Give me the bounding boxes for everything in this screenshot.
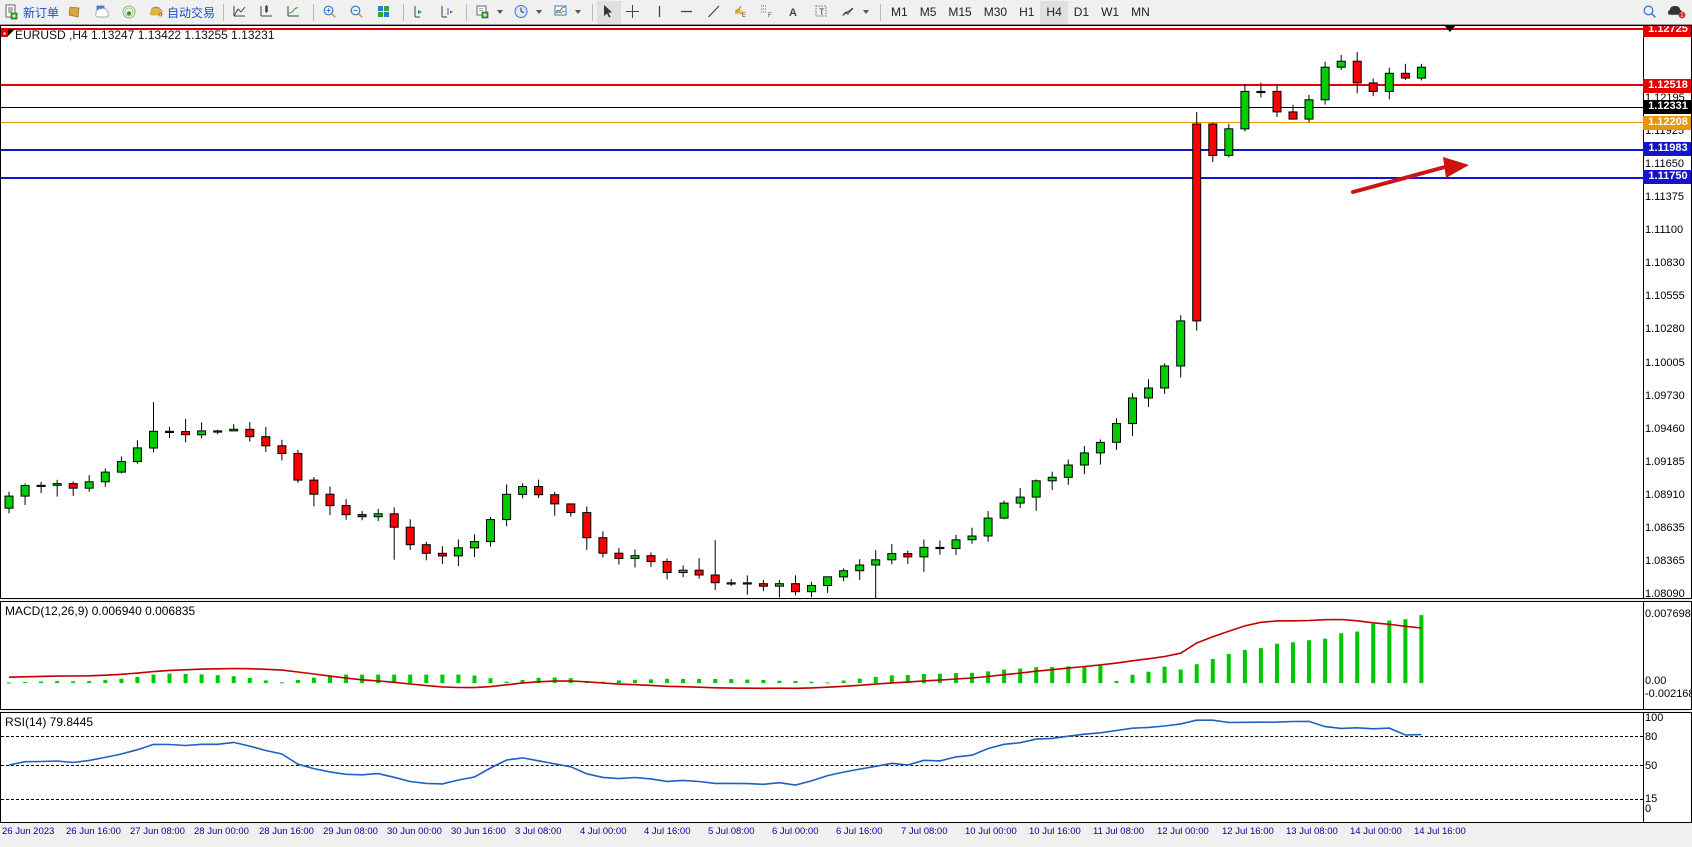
svg-text:E: E — [742, 13, 746, 19]
svg-text:A: A — [789, 7, 797, 19]
svg-text:F: F — [768, 13, 772, 19]
svg-text:T: T — [819, 7, 825, 17]
